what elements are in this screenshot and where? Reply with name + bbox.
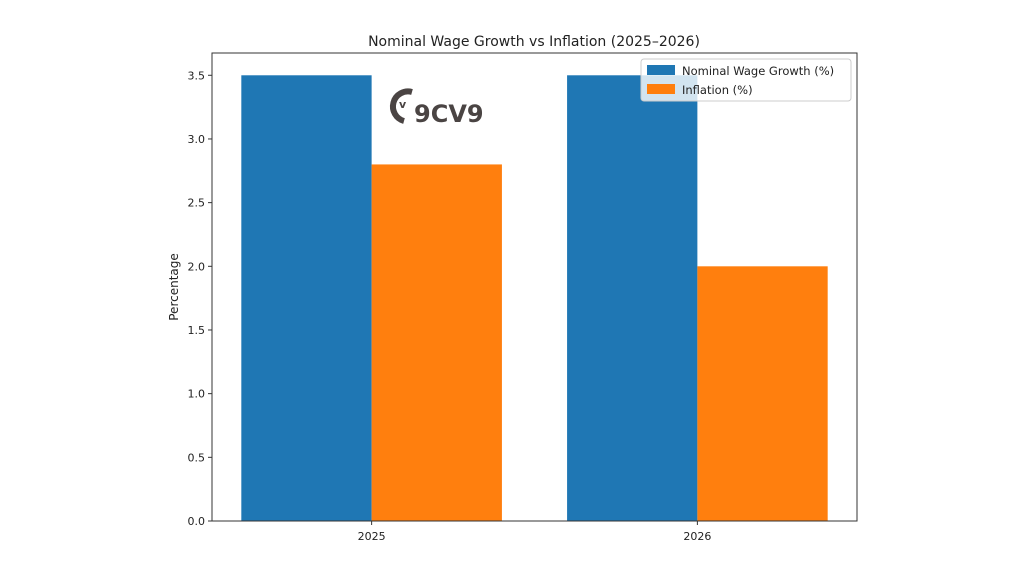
bar-inflation-2026 [697, 266, 828, 521]
x-tick-label: 2026 [683, 530, 711, 543]
y-tick-label: 1.5 [188, 324, 206, 337]
y-tick-label: 1.0 [188, 388, 206, 401]
y-axis-label: Percentage [167, 253, 181, 321]
watermark-logo: v 9CV9 [389, 88, 484, 128]
plot-frame [211, 52, 858, 522]
legend-box [640, 58, 852, 102]
y-tick-label: 2.0 [188, 260, 206, 273]
logo-ring-icon [389, 88, 413, 124]
y-tick-label: 2.5 [188, 197, 206, 210]
y-tick-label: 3.0 [188, 133, 206, 146]
bar-inflation-2025 [371, 164, 502, 521]
legend-label: Nominal Wage Growth (%) [682, 64, 834, 78]
bar-wage-2025 [241, 75, 372, 522]
bar-wage-2026 [567, 75, 698, 522]
y-tick-label: 0.0 [188, 515, 206, 528]
svg-text:v: v [399, 98, 407, 111]
y-tick-label: 0.5 [188, 451, 206, 464]
chart-title: Nominal Wage Growth vs Inflation (2025–2… [368, 34, 700, 50]
logo-text: 9CV9 [414, 100, 484, 128]
legend-swatch [647, 84, 675, 94]
legend-label: Inflation (%) [682, 83, 753, 97]
legend-swatch [647, 65, 675, 75]
y-tick-label: 3.5 [188, 69, 206, 82]
x-tick-label: 2025 [358, 530, 386, 543]
